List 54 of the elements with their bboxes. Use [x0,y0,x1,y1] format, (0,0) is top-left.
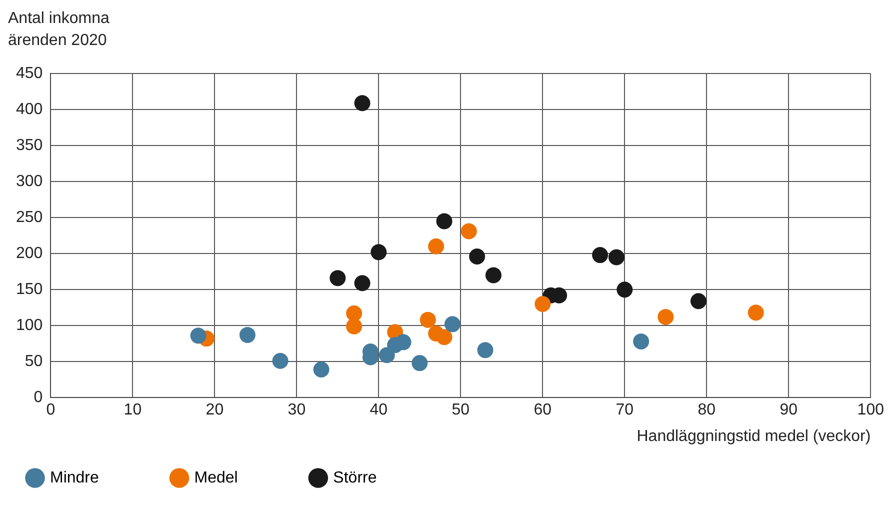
x-tick-label: 0 [46,402,56,419]
x-tick-label: 40 [370,402,388,419]
point [460,223,477,240]
point [436,213,452,230]
point [592,247,608,264]
x-tick-label: 70 [616,402,634,419]
point [534,296,551,312]
y-tick-label: 200 [16,245,43,262]
x-tick-label: 80 [698,402,716,419]
point [485,267,502,284]
point [354,95,370,112]
x-tick-label: 90 [780,402,798,419]
point [616,282,633,298]
y-tick-label: 300 [16,173,43,190]
x-axis-title: Handläggningstid medel (veckor) [636,428,871,445]
x-tick-label: 10 [124,402,142,419]
y-tick-label: 450 [16,65,43,82]
x-tick-label: 30 [288,402,306,419]
y-tick-label: 0 [34,389,43,406]
y-tick-label: 400 [16,101,43,118]
x-tick-label: 50 [452,402,470,419]
point [608,249,624,266]
legend-label: Större [333,469,430,486]
point [346,318,362,334]
point [412,355,428,372]
point [690,293,706,310]
point [658,308,674,325]
y-axis-title: Antal inkomna ärenden 2020 [8,9,110,51]
y-tick-label: 100 [16,317,43,334]
point [239,326,256,343]
x-tick-label: 60 [534,402,552,419]
point [190,328,206,344]
point [420,312,436,328]
point [436,329,452,346]
point [633,333,650,350]
point [370,244,387,260]
y-tick-label: 350 [16,137,43,154]
point [395,334,412,350]
point [330,270,346,286]
point [748,304,764,321]
point [444,316,460,332]
y-tick-label: 50 [24,353,43,370]
point [272,352,288,369]
point [313,362,330,378]
legend-label: Medel [194,469,292,486]
point [469,248,486,264]
x-tick-label: 20 [206,402,224,419]
point [428,238,444,254]
legend-label: Mindre [50,469,152,486]
x-tick-label: 100 [857,402,884,419]
point [477,342,494,358]
y-tick-label: 150 [16,281,43,298]
point [354,275,370,292]
y-tick-label: 250 [16,209,43,226]
